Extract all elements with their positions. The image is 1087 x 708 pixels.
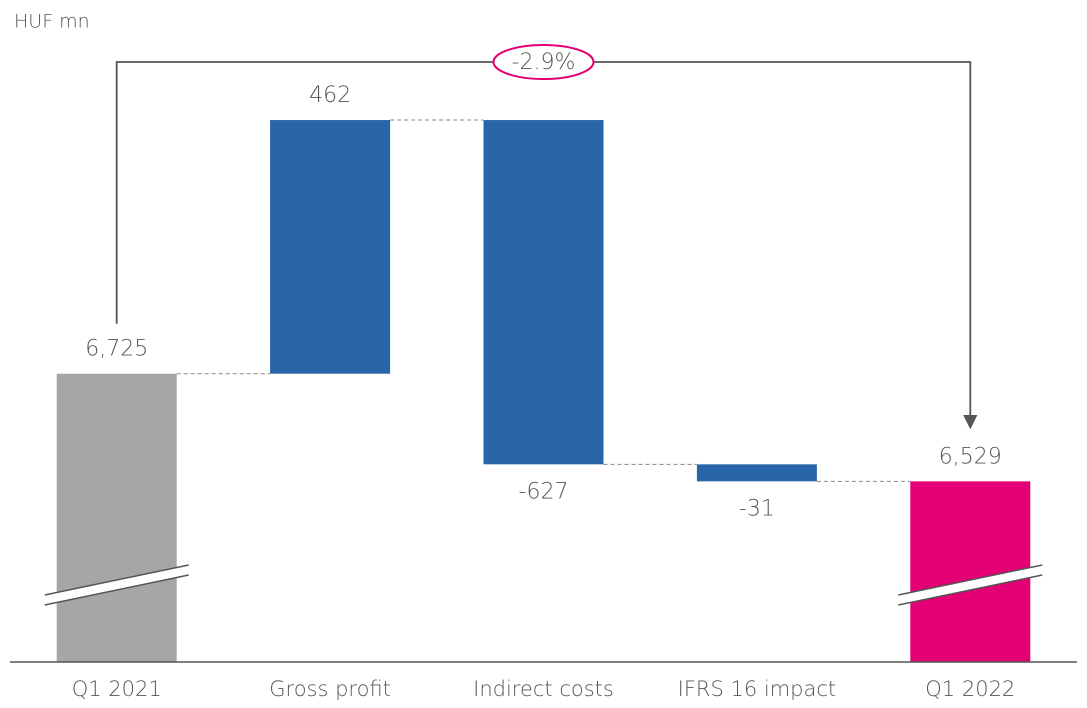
axis-break bbox=[898, 565, 1043, 605]
bar bbox=[270, 120, 391, 374]
data-label: 462 bbox=[309, 83, 351, 108]
x-tick-label: Indirect costs bbox=[473, 677, 614, 701]
bar bbox=[56, 373, 177, 662]
axis-break-line bbox=[44, 574, 189, 606]
axis-break-line bbox=[898, 564, 1043, 596]
data-label: -31 bbox=[739, 496, 775, 521]
x-tick-label: Gross profit bbox=[269, 677, 391, 701]
annotation-ellipse bbox=[492, 44, 595, 80]
data-label: 6,529 bbox=[939, 444, 1002, 469]
x-tick-label: Q1 2022 bbox=[925, 677, 1015, 701]
unit-label: HUF mn bbox=[14, 11, 90, 33]
bar bbox=[696, 464, 817, 482]
x-tick-label: IFRS 16 impact bbox=[678, 677, 837, 701]
axis-break bbox=[44, 565, 189, 605]
annotation-text: -2.9% bbox=[512, 50, 576, 75]
axis-break-line bbox=[44, 564, 189, 596]
data-label: 6,725 bbox=[85, 337, 148, 362]
data-label: -627 bbox=[519, 479, 569, 504]
x-tick-label: Q1 2021 bbox=[72, 677, 162, 701]
axis-break-line bbox=[898, 574, 1043, 606]
bar bbox=[483, 120, 604, 465]
